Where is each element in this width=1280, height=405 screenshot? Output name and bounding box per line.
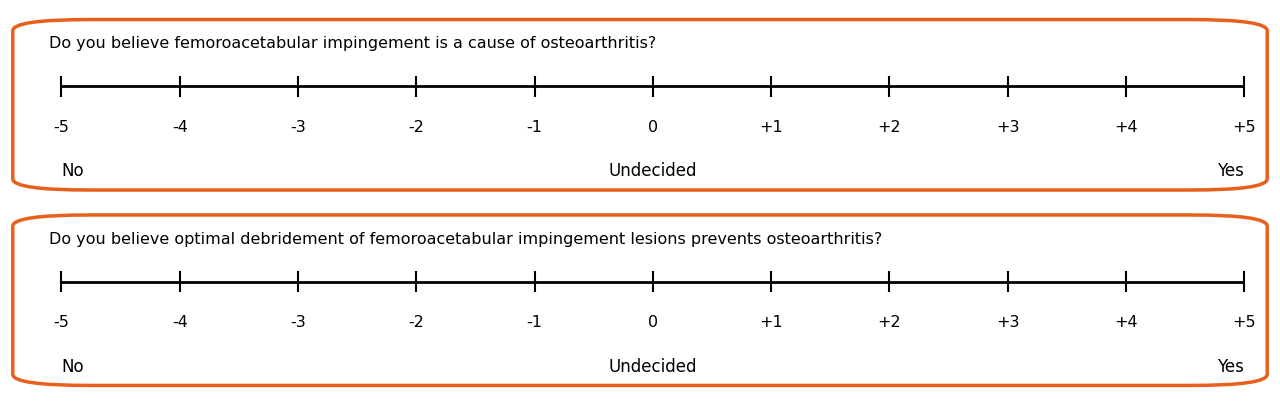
Text: +2: +2	[878, 315, 901, 330]
Text: +4: +4	[1114, 315, 1138, 330]
FancyBboxPatch shape	[13, 215, 1267, 386]
Text: Yes: Yes	[1217, 162, 1244, 181]
Text: 0: 0	[648, 119, 658, 134]
Text: -2: -2	[408, 119, 424, 134]
Text: -2: -2	[408, 315, 424, 330]
Text: -4: -4	[172, 315, 188, 330]
Text: -1: -1	[526, 315, 543, 330]
Text: Do you believe optimal debridement of femoroacetabular impingement lesions preve: Do you believe optimal debridement of fe…	[49, 232, 882, 247]
Text: +5: +5	[1233, 315, 1256, 330]
Text: Undecided: Undecided	[608, 358, 698, 376]
Text: Undecided: Undecided	[608, 162, 698, 181]
Text: -5: -5	[54, 119, 69, 134]
Text: +3: +3	[996, 119, 1019, 134]
Text: No: No	[61, 162, 84, 181]
Text: +2: +2	[878, 119, 901, 134]
Text: -1: -1	[526, 119, 543, 134]
Text: +1: +1	[759, 315, 783, 330]
Text: -3: -3	[291, 315, 306, 330]
Text: Yes: Yes	[1217, 358, 1244, 376]
Text: +4: +4	[1114, 119, 1138, 134]
Text: No: No	[61, 358, 84, 376]
Text: +3: +3	[996, 315, 1019, 330]
Text: Do you believe femoroacetabular impingement is a cause of osteoarthritis?: Do you believe femoroacetabular impingem…	[49, 36, 655, 51]
Text: -4: -4	[172, 119, 188, 134]
Text: -5: -5	[54, 315, 69, 330]
Text: 0: 0	[648, 315, 658, 330]
Text: +5: +5	[1233, 119, 1256, 134]
FancyBboxPatch shape	[13, 19, 1267, 190]
Text: +1: +1	[759, 119, 783, 134]
Text: -3: -3	[291, 119, 306, 134]
